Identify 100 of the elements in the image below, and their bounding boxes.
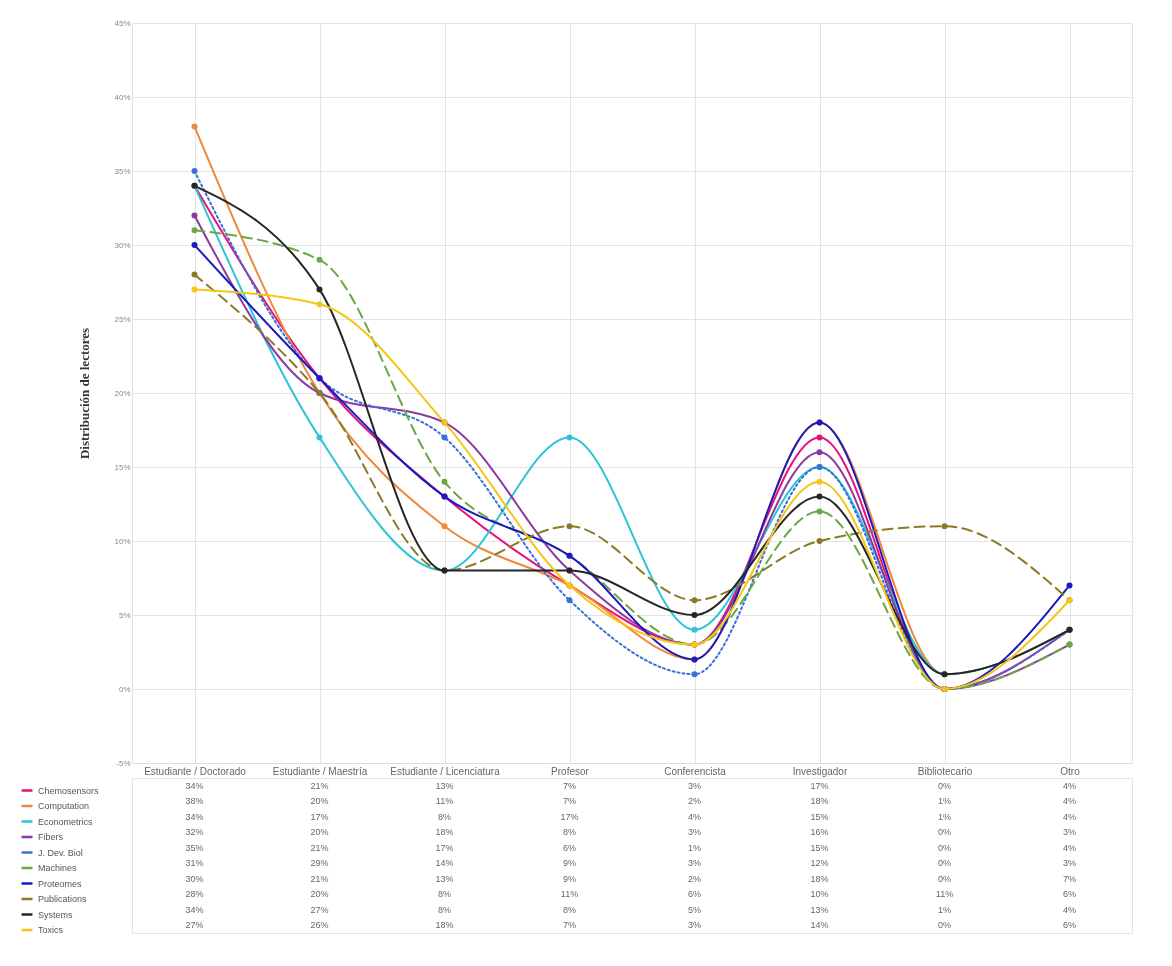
data-label: 31% — [185, 858, 204, 869]
point — [566, 434, 573, 441]
legend-label: Systems — [38, 909, 74, 920]
y-tick-label: 20% — [114, 388, 131, 398]
point — [316, 301, 323, 308]
point — [816, 538, 823, 544]
data-label: 17% — [560, 811, 579, 822]
data-label: 29% — [310, 858, 329, 869]
point — [816, 434, 823, 441]
point — [941, 523, 948, 530]
point — [191, 168, 198, 174]
data-label: 0% — [937, 920, 952, 931]
data-label: 3% — [1062, 858, 1077, 869]
data-label: 17% — [310, 811, 329, 822]
point — [816, 449, 823, 456]
data-label: 34% — [185, 904, 204, 915]
data-label: 3% — [687, 827, 702, 838]
data-label: 5% — [687, 904, 702, 915]
data-label: 0% — [937, 780, 952, 791]
data-label: 1% — [937, 796, 952, 807]
point — [191, 123, 198, 130]
data-label: 6% — [1062, 920, 1077, 931]
legend-label: Fibers — [38, 832, 64, 842]
data-label: 18% — [810, 796, 829, 807]
data-label: 35% — [185, 842, 204, 853]
data-label: 8% — [437, 811, 452, 822]
x-tick-label: Estudiante / Maestría — [272, 765, 368, 777]
data-label: 18% — [810, 873, 829, 884]
point — [691, 612, 698, 618]
data-label: 14% — [435, 858, 454, 869]
point — [191, 212, 198, 219]
data-label: 11% — [935, 889, 954, 900]
y-tick-label: 5% — [118, 610, 131, 620]
data-label: 1% — [937, 904, 952, 915]
data-label: 0% — [937, 873, 952, 884]
y-tick-label: 25% — [114, 314, 131, 324]
data-label: 21% — [310, 842, 329, 853]
data-label: 3% — [687, 920, 702, 931]
y-tick-label: 15% — [114, 462, 131, 472]
data-label: 21% — [310, 873, 329, 884]
point — [316, 256, 323, 263]
x-tick-label: Investigador — [792, 765, 848, 777]
legend-label: Machines — [38, 863, 78, 873]
y-axis-title: Distribución de lectores — [77, 327, 93, 460]
y-tick-label: 35% — [114, 166, 131, 176]
y-tick-label: 0% — [118, 684, 131, 694]
data-label: 8% — [437, 904, 452, 915]
data-label: 15% — [810, 842, 829, 853]
data-label: 12% — [810, 858, 829, 869]
data-label: 28% — [185, 889, 204, 900]
data-label: 4% — [1062, 780, 1077, 791]
data-label: 34% — [185, 811, 204, 822]
legend-label: Chemosensors — [38, 785, 100, 796]
data-label: 0% — [937, 842, 952, 853]
data-label: 6% — [562, 842, 577, 853]
data-label: 27% — [310, 904, 329, 915]
data-label: 6% — [687, 889, 702, 900]
legend-label: Econometrics — [38, 816, 94, 827]
y-tick-label: 45% — [114, 18, 131, 28]
point — [316, 434, 323, 441]
data-label: 2% — [687, 873, 702, 884]
data-label: 13% — [435, 873, 454, 884]
data-label: 3% — [687, 780, 702, 791]
x-tick-label: Conferencista — [664, 765, 727, 777]
data-label: 38% — [185, 796, 204, 807]
legend-label: Computation — [38, 801, 90, 811]
data-label: 0% — [937, 858, 952, 869]
data-label: 4% — [1062, 811, 1077, 822]
data-label: 4% — [1062, 904, 1077, 915]
data-label: 30% — [185, 873, 204, 884]
x-tick-label: Estudiante / Doctorado — [144, 765, 247, 777]
data-label: 7% — [562, 780, 577, 791]
y-tick-label: 10% — [114, 536, 131, 546]
data-label: 34% — [185, 780, 204, 791]
data-label: 18% — [435, 827, 454, 838]
data-label: 21% — [310, 780, 329, 791]
data-label: 8% — [437, 889, 452, 900]
point — [816, 493, 823, 500]
data-label: 7% — [562, 796, 577, 807]
data-label: 18% — [435, 920, 454, 931]
data-label: 3% — [1062, 827, 1077, 838]
x-tick-label: Bibliotecario — [917, 765, 973, 777]
data-label: 1% — [687, 842, 702, 853]
legend-label: Publications — [38, 894, 88, 904]
data-label: 32% — [185, 827, 204, 838]
point — [191, 286, 198, 293]
data-label: 9% — [562, 858, 577, 869]
point — [1066, 582, 1073, 589]
data-label: 13% — [810, 904, 829, 915]
data-label: 26% — [310, 920, 329, 931]
data-label: 17% — [435, 842, 454, 853]
data-label: 2% — [687, 796, 702, 807]
data-label: 15% — [810, 811, 829, 822]
data-label: 3% — [687, 858, 702, 869]
x-tick-label: Estudiante / Licenciatura — [390, 765, 501, 777]
data-label: 7% — [1062, 873, 1077, 884]
x-tick-label: Profesor — [551, 765, 590, 777]
point — [691, 671, 698, 678]
point — [566, 523, 573, 530]
legend-label: Proteomes — [38, 878, 83, 889]
